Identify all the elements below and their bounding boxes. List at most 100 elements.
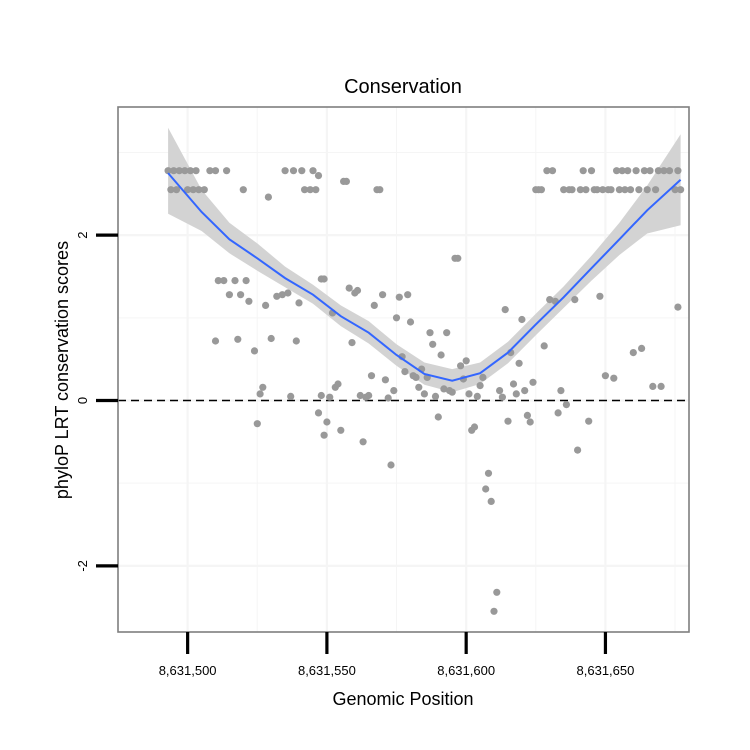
data-point [262, 301, 270, 309]
data-point [465, 390, 473, 398]
data-point [607, 186, 615, 194]
data-point [337, 426, 345, 434]
data-point [406, 318, 415, 326]
data-point [295, 299, 303, 307]
data-point [540, 342, 548, 350]
y-tick-label: -2 [75, 560, 90, 572]
data-point [529, 378, 537, 386]
data-point [164, 167, 172, 175]
data-point [621, 186, 629, 194]
y-axis: -2 0 2 [75, 231, 118, 572]
data-point [309, 167, 317, 175]
data-point [674, 167, 682, 175]
data-point [323, 418, 331, 426]
data-point [225, 291, 233, 299]
data-point [624, 167, 632, 175]
data-point [387, 461, 395, 469]
data-point [596, 292, 604, 300]
data-point [206, 167, 214, 175]
data-point [356, 391, 364, 400]
data-point [643, 186, 651, 194]
confidence-band [168, 127, 681, 393]
data-point [632, 167, 640, 175]
data-point [484, 469, 493, 477]
data-point [298, 167, 306, 175]
data-point [289, 167, 298, 175]
data-point [582, 186, 590, 194]
data-point [312, 186, 320, 194]
data-point [487, 497, 495, 505]
data-point [512, 390, 520, 398]
data-point [234, 335, 242, 343]
data-point [256, 390, 264, 398]
data-point [526, 418, 534, 426]
data-point [200, 186, 208, 194]
data-point [189, 186, 197, 194]
data-point [237, 291, 245, 299]
data-point [184, 186, 192, 194]
data-point [498, 393, 506, 401]
data-point [654, 167, 663, 175]
data-point [420, 390, 428, 398]
data-point [537, 186, 546, 194]
data-point [314, 172, 323, 180]
data-point [301, 186, 309, 194]
data-point [367, 372, 376, 380]
data-point [231, 277, 239, 285]
x-tick-label: 8,631,600 [437, 663, 495, 678]
data-point [652, 186, 660, 194]
data-point [496, 387, 504, 395]
data-point [284, 289, 292, 297]
data-point [320, 275, 328, 283]
data-point [482, 485, 490, 493]
data-point [638, 344, 646, 352]
data-point [223, 167, 231, 175]
data-point [509, 380, 518, 388]
data-point [292, 337, 300, 345]
data-point [568, 186, 576, 194]
x-tick-label: 8,631,550 [298, 663, 356, 678]
data-point [562, 401, 571, 409]
data-point [479, 373, 487, 381]
data-point [245, 297, 253, 305]
plot-panel [117, 106, 690, 633]
data-point [401, 368, 409, 376]
data-point [326, 393, 334, 401]
data-point [587, 167, 596, 175]
data-point [181, 167, 189, 175]
data-point [523, 411, 532, 419]
data-point [457, 362, 465, 370]
data-point [665, 167, 674, 175]
data-point [214, 277, 222, 285]
data-point [195, 186, 203, 194]
data-point [646, 167, 654, 175]
data-point [473, 392, 481, 400]
data-point [211, 337, 220, 345]
data-point [287, 392, 295, 400]
data-point [677, 186, 685, 194]
data-point [543, 167, 551, 175]
data-point [426, 329, 434, 337]
data-point [671, 186, 679, 194]
x-axis-label: Genomic Position [332, 689, 473, 709]
data-point [365, 391, 373, 400]
data-point [629, 349, 637, 357]
data-point [250, 347, 259, 355]
data-point [657, 382, 665, 390]
data-point [601, 372, 610, 380]
data-point [342, 177, 350, 185]
data-point [548, 167, 557, 175]
data-point [674, 303, 682, 311]
data-point [170, 167, 178, 175]
data-point [186, 167, 194, 175]
data-point [593, 186, 601, 194]
data-point [576, 186, 585, 194]
data-point [314, 409, 323, 417]
data-point [470, 423, 479, 431]
data-point [384, 394, 392, 402]
data-point [392, 314, 401, 322]
data-point [273, 292, 281, 300]
data-point [211, 167, 220, 175]
data-point [334, 380, 342, 388]
